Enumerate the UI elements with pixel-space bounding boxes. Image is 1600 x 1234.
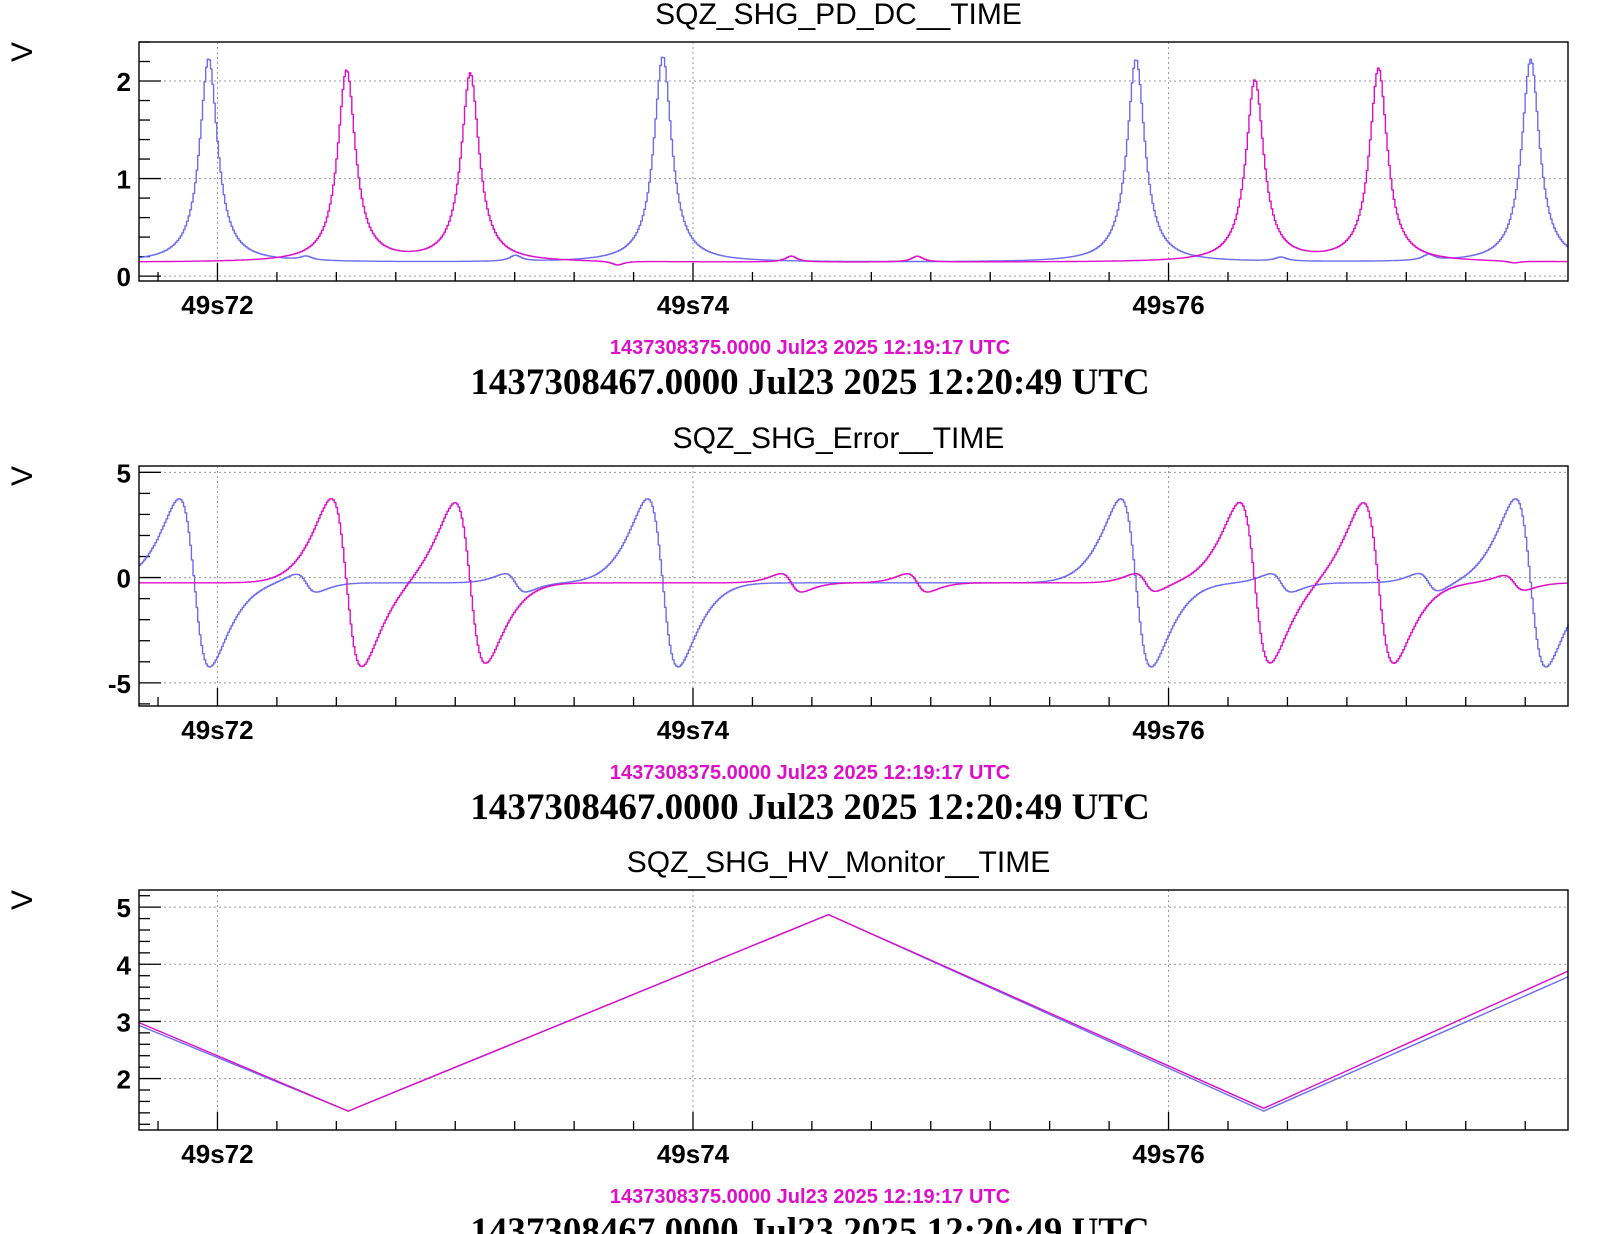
y-tick-label: 5 — [117, 458, 131, 488]
chart-title: SQZ_SHG_PD_DC__TIME — [655, 0, 1022, 31]
plot-frame — [138, 465, 1569, 707]
reference-timestamp: 1437308375.0000 Jul23 2025 12:19:17 UTC — [610, 1186, 1010, 1208]
x-tick-label: 49s76 — [1132, 1139, 1204, 1169]
chart-panel-3: SQZ_SHG_HV_Monitor__TIME V 49s72 49s74 49s76… — [6, 846, 1569, 1234]
current-timestamp: 1437308467.0000 Jul23 2025 12:20:49 UTC — [470, 1211, 1149, 1234]
reference-timestamp: 1437308375.0000 Jul23 2025 12:19:17 UTC — [610, 762, 1010, 784]
y-tick-label: 2 — [117, 67, 131, 97]
y-axis-label: V — [6, 890, 39, 910]
y-tick-label: 3 — [117, 1007, 131, 1037]
reference-timestamp: 1437308375.0000 Jul23 2025 12:19:17 UTC — [610, 337, 1010, 359]
x-tick-label: 49s72 — [181, 1139, 253, 1169]
chart-title: SQZ_SHG_HV_Monitor__TIME — [627, 846, 1050, 879]
x-tick-label: 49s76 — [1132, 715, 1204, 745]
plot-frame — [138, 889, 1569, 1131]
chart-panel-1: SQZ_SHG_PD_DC__TIME V 49s72 49s74 49s76 0 1 2 14… — [6, 0, 1569, 403]
series-trace-1 — [138, 913, 1569, 1112]
chart-title: SQZ_SHG_Error__TIME — [673, 422, 1005, 455]
y-tick-label: 1 — [117, 165, 131, 195]
y-tick-label: 0 — [117, 262, 131, 292]
x-tick-label: 49s74 — [657, 1139, 730, 1169]
series-trace-2 — [139, 498, 1568, 668]
y-axis-label: V — [6, 42, 39, 62]
y-tick-label: -5 — [108, 669, 131, 699]
y-tick-label: 5 — [117, 893, 131, 923]
x-tick-label: 49s72 — [181, 715, 253, 745]
x-tick-label: 49s76 — [1132, 290, 1204, 320]
series-trace-2 — [139, 67, 1568, 266]
current-timestamp: 1437308467.0000 Jul23 2025 12:20:49 UTC — [470, 787, 1149, 828]
y-tick-label: 4 — [117, 950, 132, 980]
y-tick-label: 0 — [117, 564, 131, 594]
plot-frame — [138, 41, 1569, 282]
x-tick-label: 49s72 — [181, 290, 253, 320]
y-axis-label: V — [6, 466, 39, 486]
current-timestamp: 1437308467.0000 Jul23 2025 12:20:49 UTC — [470, 362, 1149, 403]
chart-panel-2: SQZ_SHG_Error__TIME V 49s72 49s74 49s76 -5 0 5 1… — [6, 422, 1569, 828]
y-tick-label: 2 — [117, 1065, 131, 1095]
series-trace-2 — [138, 913, 1569, 1112]
x-tick-label: 49s74 — [657, 290, 730, 320]
x-tick-label: 49s74 — [657, 715, 730, 745]
